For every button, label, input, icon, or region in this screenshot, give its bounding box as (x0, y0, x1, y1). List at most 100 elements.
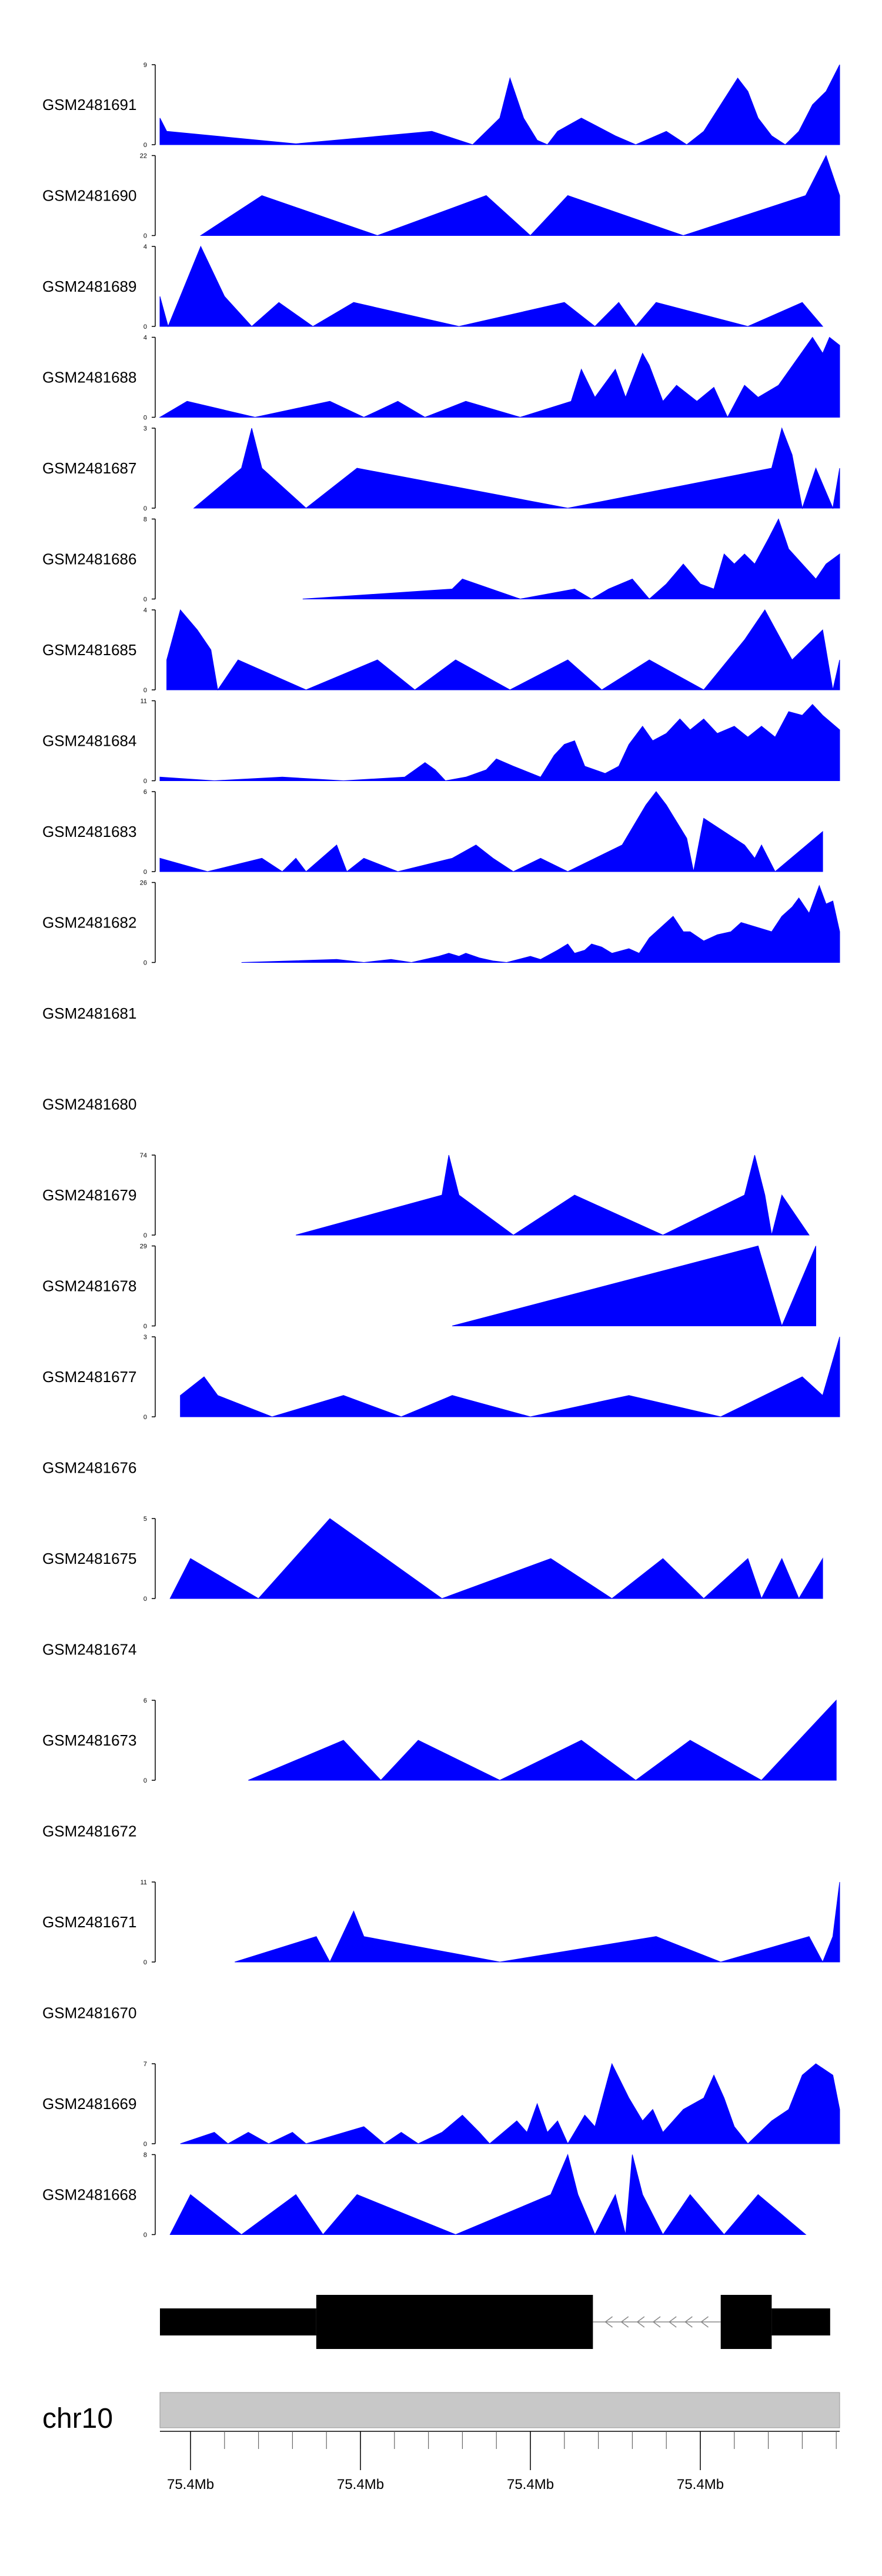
track-GSM2481672: GSM2481672 (42, 1823, 136, 1840)
track-label: GSM2481677 (42, 1368, 136, 1386)
strand-arrow (604, 2316, 613, 2328)
track-label: GSM2481685 (42, 641, 136, 659)
genome-position-label: 75.4Mb (677, 2477, 724, 2492)
track-GSM2481678: GSM2481678 29 0 (42, 1243, 816, 1330)
y-axis-min-label: 0 (143, 687, 147, 694)
genome-position-label: 75.4Mb (337, 2477, 384, 2492)
coverage-area (193, 427, 840, 509)
coverage-area (159, 336, 840, 418)
y-axis-max-label: 6 (143, 789, 147, 796)
track-GSM2481680: GSM2481680 (42, 1096, 136, 1113)
coverage-area (302, 518, 840, 600)
track-label: GSM2481684 (42, 732, 136, 750)
track-label: GSM2481669 (42, 2095, 136, 2113)
y-axis-min-label: 0 (143, 1777, 147, 1784)
track-label: GSM2481668 (42, 2186, 136, 2204)
track-label: GSM2481683 (42, 823, 136, 840)
track-GSM2481686: GSM2481686 8 0 (42, 516, 840, 603)
track-GSM2481682: GSM2481682 26 0 (42, 880, 840, 967)
coverage-area (159, 791, 823, 872)
strand-arrow (636, 2316, 645, 2328)
y-axis-max-label: 5 (143, 1516, 147, 1523)
y-axis-max-label: 6 (143, 1697, 147, 1704)
track-label: GSM2481688 (42, 369, 136, 386)
track-label: GSM2481673 (42, 1731, 136, 1749)
track-GSM2481689: GSM2481689 4 0 (42, 243, 824, 331)
track-label: GSM2481687 (42, 459, 136, 477)
gene-model (160, 2295, 830, 2349)
track-label: GSM2481689 (42, 278, 136, 295)
coverage-area (199, 155, 840, 236)
y-axis-max-label: 4 (143, 243, 147, 251)
y-axis-min-label: 0 (143, 2141, 147, 2148)
y-axis-min-label: 0 (143, 869, 147, 876)
track-label: GSM2481674 (42, 1641, 136, 1659)
track-label: GSM2481690 (42, 187, 136, 205)
y-axis-min-label: 0 (143, 1232, 147, 1239)
track-GSM2481690: GSM2481690 22 0 (42, 153, 840, 240)
track-GSM2481673: GSM2481673 6 0 (42, 1697, 837, 1784)
coverage-area (452, 1245, 816, 1327)
y-axis-max-label: 11 (141, 1879, 147, 1886)
track-label: GSM2481671 (42, 1913, 136, 1931)
y-axis-min-label: 0 (143, 323, 147, 331)
track-label: GSM2481678 (42, 1277, 136, 1295)
y-axis-max-label: 3 (143, 1334, 147, 1341)
y-axis-min-label: 0 (143, 1414, 147, 1421)
y-axis-max-label: 8 (143, 2152, 147, 2159)
strand-arrow (668, 2316, 677, 2328)
y-axis-max-label: 29 (140, 1243, 147, 1250)
track-label: GSM2481676 (42, 1459, 136, 1477)
track-label: GSM2481682 (42, 914, 136, 932)
track-label: GSM2481670 (42, 2004, 136, 2022)
track-GSM2481683: GSM2481683 6 0 (42, 789, 823, 876)
track-GSM2481687: GSM2481687 3 0 (42, 425, 840, 512)
track-GSM2481679: GSM2481679 74 0 (42, 1152, 810, 1239)
strand-arrow (620, 2316, 629, 2328)
coverage-area (159, 703, 840, 782)
strand-arrow (652, 2316, 661, 2328)
y-axis-max-label: 8 (143, 516, 147, 523)
coverage-area (248, 1699, 837, 1781)
coverage-area (296, 1154, 810, 1236)
utr-exon (160, 2308, 316, 2335)
chromosome-axis: chr10 75.4Mb 75.4Mb 75.4Mb 75.4Mb (42, 2392, 840, 2492)
track-label: GSM2481680 (42, 1096, 136, 1113)
track-GSM2481671: GSM2481671 11 0 (42, 1879, 840, 1966)
genome-position-label: 75.4Mb (167, 2477, 214, 2492)
coverage-area (241, 885, 840, 963)
track-GSM2481676: GSM2481676 (42, 1459, 136, 1477)
strand-arrow (684, 2316, 693, 2328)
coverage-area (180, 2063, 840, 2145)
coding-exon (316, 2295, 593, 2349)
y-axis-max-label: 7 (143, 2061, 147, 2068)
coverage-area (180, 1336, 840, 1417)
track-GSM2481677: GSM2481677 3 0 (42, 1334, 840, 1421)
track-label: GSM2481681 (42, 1005, 136, 1022)
coverage-area (159, 245, 824, 328)
genome-position-label: 75.4Mb (507, 2477, 554, 2492)
y-axis-min-label: 0 (143, 778, 147, 785)
y-axis-min-label: 0 (143, 1596, 147, 1603)
y-axis-min-label: 0 (143, 1959, 147, 1966)
y-axis-max-label: 3 (143, 425, 147, 432)
chromosome-ideogram (159, 2392, 840, 2428)
track-GSM2481684: GSM2481684 11 0 (42, 698, 840, 785)
track-GSM2481685: GSM2481685 4 0 (42, 607, 840, 694)
y-axis-max-label: 74 (140, 1152, 147, 1159)
coverage-area (169, 2153, 807, 2235)
track-label: GSM2481675 (42, 1550, 136, 1567)
y-axis-min-label: 0 (143, 505, 147, 512)
y-axis-max-label: 26 (140, 880, 147, 887)
track-GSM2481668: GSM2481668 8 0 (42, 2152, 807, 2239)
coding-exon (720, 2295, 772, 2349)
track-GSM2481669: GSM2481669 7 0 (42, 2061, 840, 2148)
y-axis-max-label: 22 (140, 153, 147, 160)
track-GSM2481670: GSM2481670 (42, 2004, 136, 2022)
y-axis-min-label: 0 (143, 596, 147, 603)
y-axis-max-label: 11 (141, 698, 147, 705)
y-axis-min-label: 0 (143, 960, 147, 967)
track-label: GSM2481672 (42, 1823, 136, 1840)
y-axis-min-label: 0 (143, 1323, 147, 1330)
